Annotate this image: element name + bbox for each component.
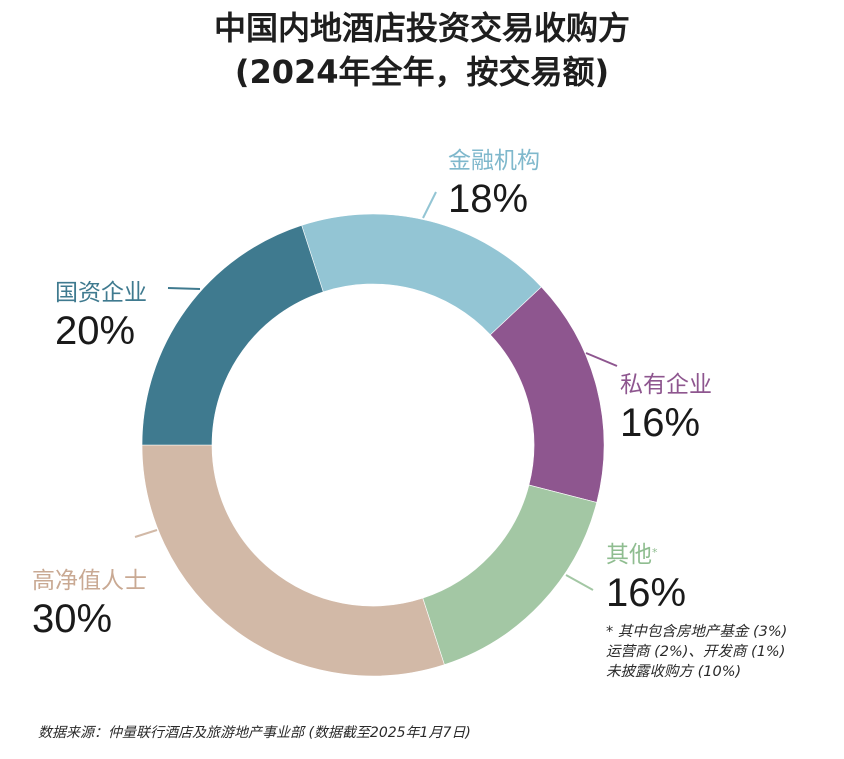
slice-state-owned [141, 224, 324, 446]
chart-title: 中国内地酒店投资交易收购方 (2024年全年，按交易额) [0, 6, 844, 94]
footnote-marker: * [652, 546, 658, 559]
footnote-line1: * 其中包含房地产基金 (3%) [606, 624, 788, 640]
leader-line-private [585, 352, 618, 367]
label-other: 其他* 16% [606, 540, 686, 616]
leader-line-state-owned [167, 287, 201, 290]
footnote-line2: 运营商 (2%)、开发商 (1%) [606, 644, 786, 660]
label-state-owned: 国资企业 20% [55, 278, 147, 354]
chart-title-line2: (2024年全年，按交易额) [234, 53, 610, 91]
donut-slices [141, 213, 605, 677]
slice-other [422, 484, 598, 666]
footnote-line3: 未披露收购方 (10%) [606, 664, 742, 680]
label-financial-name: 金融机构 [448, 148, 540, 174]
slice-private [489, 286, 605, 503]
label-other-pct: 16% [606, 571, 687, 615]
label-financial-pct: 18% [448, 177, 529, 221]
leader-line-hnwi [134, 529, 158, 538]
footnote: * 其中包含房地产基金 (3%) 运营商 (2%)、开发商 (1%) 未披露收购… [606, 622, 787, 682]
source-note: 数据来源：仲量联行酒店及旅游地产事业部 (数据截至2025年1月7日) [38, 725, 471, 741]
label-private-pct: 16% [620, 401, 701, 445]
label-state-owned-pct: 20% [55, 309, 136, 353]
label-private-name: 私有企业 [620, 372, 712, 398]
label-private: 私有企业 16% [620, 370, 712, 446]
label-other-name-text: 其他 [606, 542, 652, 568]
leader-lines [134, 191, 618, 591]
label-other-name: 其他* [606, 540, 686, 570]
leader-line-financial [422, 191, 437, 219]
label-financial: 金融机构 18% [448, 146, 540, 222]
leader-line-other [565, 574, 594, 591]
slice-financial [301, 213, 542, 336]
label-hnwi-name: 高净值人士 [32, 568, 147, 594]
label-hnwi: 高净值人士 30% [32, 566, 147, 642]
chart-title-line1: 中国内地酒店投资交易收购方 [213, 9, 630, 47]
slice-hnwi [141, 444, 445, 677]
label-hnwi-pct: 30% [32, 597, 113, 641]
label-state-owned-name: 国资企业 [55, 280, 147, 306]
